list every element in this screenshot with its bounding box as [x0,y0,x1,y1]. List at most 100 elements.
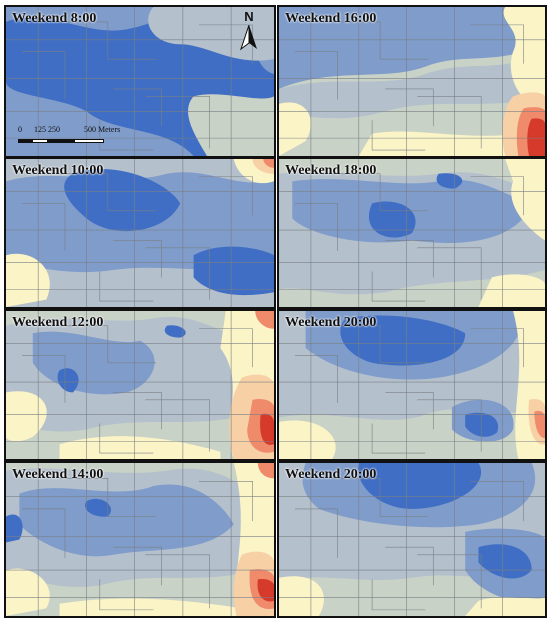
density-zone [263,159,274,168]
road [332,478,428,516]
road [417,555,481,609]
road-network [279,463,545,616]
road [199,481,253,521]
road [100,271,154,301]
density-zone [465,597,545,616]
density-zone [193,246,274,296]
density-zone [527,118,545,156]
road [113,392,161,429]
road [332,174,428,211]
road [385,547,433,585]
road [60,22,156,59]
road [60,326,156,363]
density-surface [279,463,545,616]
density-surface [279,159,545,307]
north-arrow-icon: N [238,9,260,51]
panel-title: Weekend 14:00 [12,467,104,482]
road [113,89,161,126]
road [60,174,156,211]
road-network [6,463,274,616]
density-zone [478,274,545,307]
road [385,240,433,277]
road [471,25,524,64]
density-zone [6,391,47,442]
map-panel: Weekend 16:00 [277,5,547,158]
map-panel: Weekend 14:00 [4,461,276,618]
panel-title: Weekend 20:00 [285,467,377,482]
density-zone [86,76,167,125]
road [417,400,481,452]
density-surface [6,159,274,307]
density-zone [279,51,545,119]
road [22,52,65,100]
road [417,248,481,300]
map-panel: Weekend 12:00 [4,309,276,461]
road [199,177,253,215]
road [372,271,425,301]
road-network [279,7,545,156]
road [145,248,209,300]
scale-tick: 0 [18,125,22,134]
road [100,120,154,150]
road [113,547,161,585]
density-zone [255,311,274,329]
road [372,423,425,453]
density-zone [279,576,324,616]
road [295,52,338,100]
road [22,203,65,250]
panel-title: Weekend 12:00 [12,315,104,330]
road [100,579,154,610]
density-zone [436,173,463,189]
map-panel: Weekend 8:00 N 0 125 250 500 Meters [4,5,276,158]
panel-title: Weekend 18:00 [285,163,377,178]
road [295,509,338,558]
density-zone [257,463,274,479]
density-zone [534,410,545,439]
density-zone [465,412,499,437]
road [471,329,524,367]
map-panel: Weekend 20:00 [277,309,547,461]
panel-title: Weekend 20:00 [285,315,377,330]
scale-tick: 125 [34,125,46,134]
density-zone [64,169,181,232]
density-zone [260,413,274,445]
road [332,22,428,59]
scale-tick: 500 Meters [84,125,121,134]
road [145,400,209,452]
panel-title: Weekend 8:00 [12,11,97,26]
road-network [279,311,545,459]
density-zone [19,484,234,557]
density-zone [503,7,545,112]
panel-title: Weekend 16:00 [285,11,377,26]
density-zone [279,7,545,89]
road [199,329,253,367]
density-zone [6,514,23,543]
density-zone [358,463,482,509]
panel-title: Weekend 10:00 [12,163,104,178]
road [417,96,481,148]
density-surface [6,7,274,156]
density-surface [6,311,274,459]
density-zone [85,498,112,517]
map-panel: Weekend 18:00 [277,157,547,309]
density-zone [6,253,50,307]
road [145,96,209,148]
road-network [279,159,545,307]
road [60,478,156,516]
density-zone [6,568,50,616]
road-network [6,7,274,156]
road [295,355,338,402]
road [100,423,154,453]
density-zone [164,325,186,338]
density-zone [57,368,79,393]
density-zone [279,102,311,156]
road [295,203,338,250]
density-zone [368,201,416,238]
road [22,509,65,558]
density-surface [279,311,545,459]
map-panel: Weekend 10:00 [4,157,276,309]
road [113,240,161,277]
road-network [6,311,274,459]
road [372,579,425,610]
